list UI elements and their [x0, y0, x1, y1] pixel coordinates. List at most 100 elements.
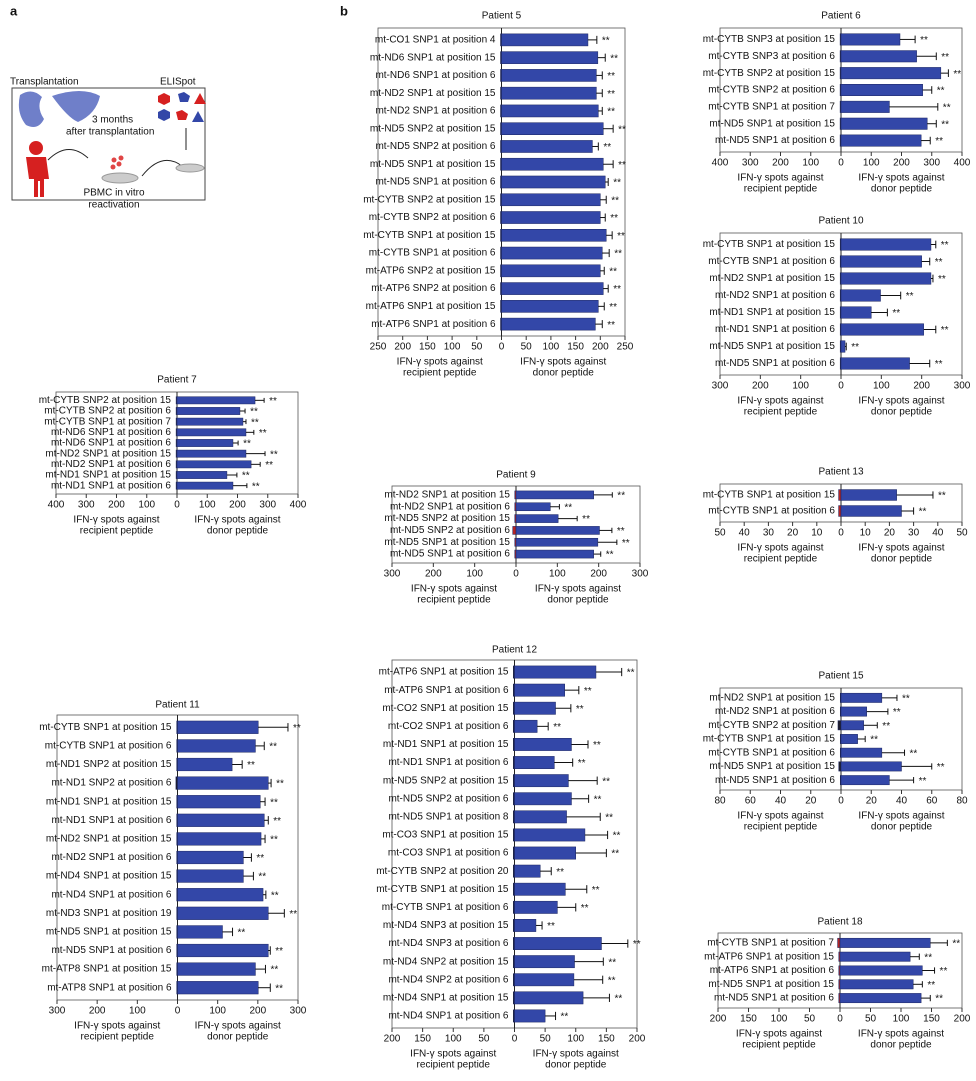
category-label: mt-ND2 SNP1 at position 6 — [715, 706, 835, 717]
bar — [841, 273, 931, 285]
axis-label: donor peptide — [207, 1032, 269, 1043]
category-label: mt-ND5 SNP1 at position 15 — [709, 341, 835, 352]
bar — [515, 738, 572, 750]
axis-label: IFN-γ spots against — [858, 396, 944, 407]
x-tick-label: 400 — [712, 158, 729, 169]
x-tick-label: 50 — [714, 528, 726, 539]
bar — [841, 239, 931, 251]
bar — [178, 981, 259, 994]
significance-label: ** — [602, 36, 610, 47]
bar — [178, 777, 269, 790]
x-tick-label: 0 — [174, 500, 180, 511]
axis-label: recipient peptide — [744, 554, 818, 565]
bar — [841, 707, 867, 716]
x-tick-label: 250 — [370, 342, 387, 353]
significance-label: ** — [270, 449, 278, 460]
significance-label: ** — [953, 69, 961, 80]
axis-label: IFN-γ spots against — [858, 543, 944, 554]
significance-label: ** — [592, 885, 600, 896]
axis-label: recipient peptide — [744, 822, 818, 833]
bar — [839, 762, 841, 771]
category-label: mt-ND5 SNP1 at position 6 — [715, 775, 835, 786]
bar — [515, 883, 566, 895]
category-label: mt-ND1 SNP1 at position 6 — [715, 324, 835, 335]
figure: a b Transplantation ELISpot 3 months aft… — [0, 0, 976, 1076]
significance-label: ** — [607, 107, 615, 118]
axis-label: recipient peptide — [744, 184, 818, 195]
significance-label: ** — [920, 35, 928, 46]
x-tick-label: 300 — [923, 158, 940, 169]
bar — [840, 966, 922, 975]
category-label: mt-CO2 SNP1 at position 6 — [388, 721, 509, 732]
axis-label: IFN-γ spots against — [410, 1049, 496, 1060]
axis-label: recipient peptide — [744, 407, 818, 418]
category-label: mt-ND2 SNP1 at position 15 — [709, 692, 835, 703]
x-tick-label: 50 — [478, 1034, 490, 1045]
chart-title: Patient 10 — [818, 216, 863, 227]
significance-label: ** — [608, 975, 616, 986]
category-label: mt-CYTB SNP1 at position 6 — [45, 741, 172, 752]
x-tick-label: 80 — [714, 796, 726, 807]
bar — [178, 907, 269, 920]
axis-label: donor peptide — [871, 184, 933, 195]
chart-title: Patient 11 — [155, 700, 200, 711]
x-tick-label: 80 — [956, 796, 968, 807]
significance-label: ** — [614, 993, 622, 1004]
category-label: mt-CYTB SNP1 at position 6 — [708, 256, 835, 267]
significance-label: ** — [607, 320, 615, 331]
arrow — [48, 149, 88, 160]
x-tick-label: 400 — [290, 500, 307, 511]
axis-label: IFN-γ spots against — [858, 1029, 944, 1040]
bar — [841, 307, 871, 319]
bar — [178, 795, 261, 808]
category-label: mt-CYTB SNP2 at position 6 — [44, 406, 171, 417]
x-tick-label: 300 — [632, 569, 649, 580]
significance-label: ** — [617, 526, 625, 537]
bar — [515, 702, 556, 714]
shape-icon — [176, 110, 188, 120]
x-tick-label: 150 — [567, 342, 584, 353]
panel-letter: a — [10, 3, 18, 18]
bar — [841, 721, 864, 730]
bar — [502, 283, 604, 295]
bar — [516, 491, 594, 499]
significance-label: ** — [870, 735, 878, 746]
category-label: mt-ND5 SNP1 at position 15 — [370, 159, 496, 170]
axis-label: IFN-γ spots against — [737, 543, 823, 554]
axis-label: donor peptide — [871, 554, 933, 565]
bar — [502, 300, 599, 312]
bar — [841, 490, 897, 501]
significance-label: ** — [270, 835, 278, 846]
category-label: mt-CYTB SNP1 at position 15 — [363, 230, 496, 241]
bar — [516, 538, 598, 546]
panel-letter: b — [340, 3, 348, 18]
category-label: mt-ND4 SNP1 at position 6 — [388, 1011, 508, 1022]
chart-title: Patient 15 — [818, 671, 863, 682]
bar — [502, 318, 596, 330]
category-label: mt-ND5 SNP1 at position 8 — [388, 811, 508, 822]
significance-label: ** — [256, 853, 264, 864]
category-label: mt-CO2 SNP1 at position 15 — [382, 703, 509, 714]
significance-label: ** — [607, 89, 615, 100]
x-tick-label: 150 — [923, 1014, 940, 1025]
significance-label: ** — [584, 686, 592, 697]
category-label: mt-ATP6 SNP1 at position 15 — [704, 951, 834, 962]
x-tick-label: 150 — [414, 1034, 431, 1045]
significance-label: ** — [269, 396, 277, 407]
category-label: mt-CYTB SNP1 at position 15 — [39, 722, 172, 733]
bar — [515, 720, 538, 732]
x-tick-label: 200 — [249, 1006, 266, 1017]
significance-label: ** — [576, 704, 584, 715]
bar — [515, 937, 602, 949]
chart-title: Patient 12 — [492, 645, 537, 656]
category-label: mt-ND1 SNP1 at position 6 — [51, 480, 171, 491]
significance-label: ** — [851, 342, 859, 353]
bar — [513, 526, 516, 534]
axis-label: donor peptide — [207, 526, 269, 537]
significance-label: ** — [610, 213, 618, 224]
significance-label: ** — [578, 758, 586, 769]
cells — [111, 156, 124, 170]
category-label: mt-ND4 SNP1 at position 15 — [383, 992, 509, 1003]
bar — [841, 358, 910, 370]
significance-label: ** — [906, 291, 914, 302]
